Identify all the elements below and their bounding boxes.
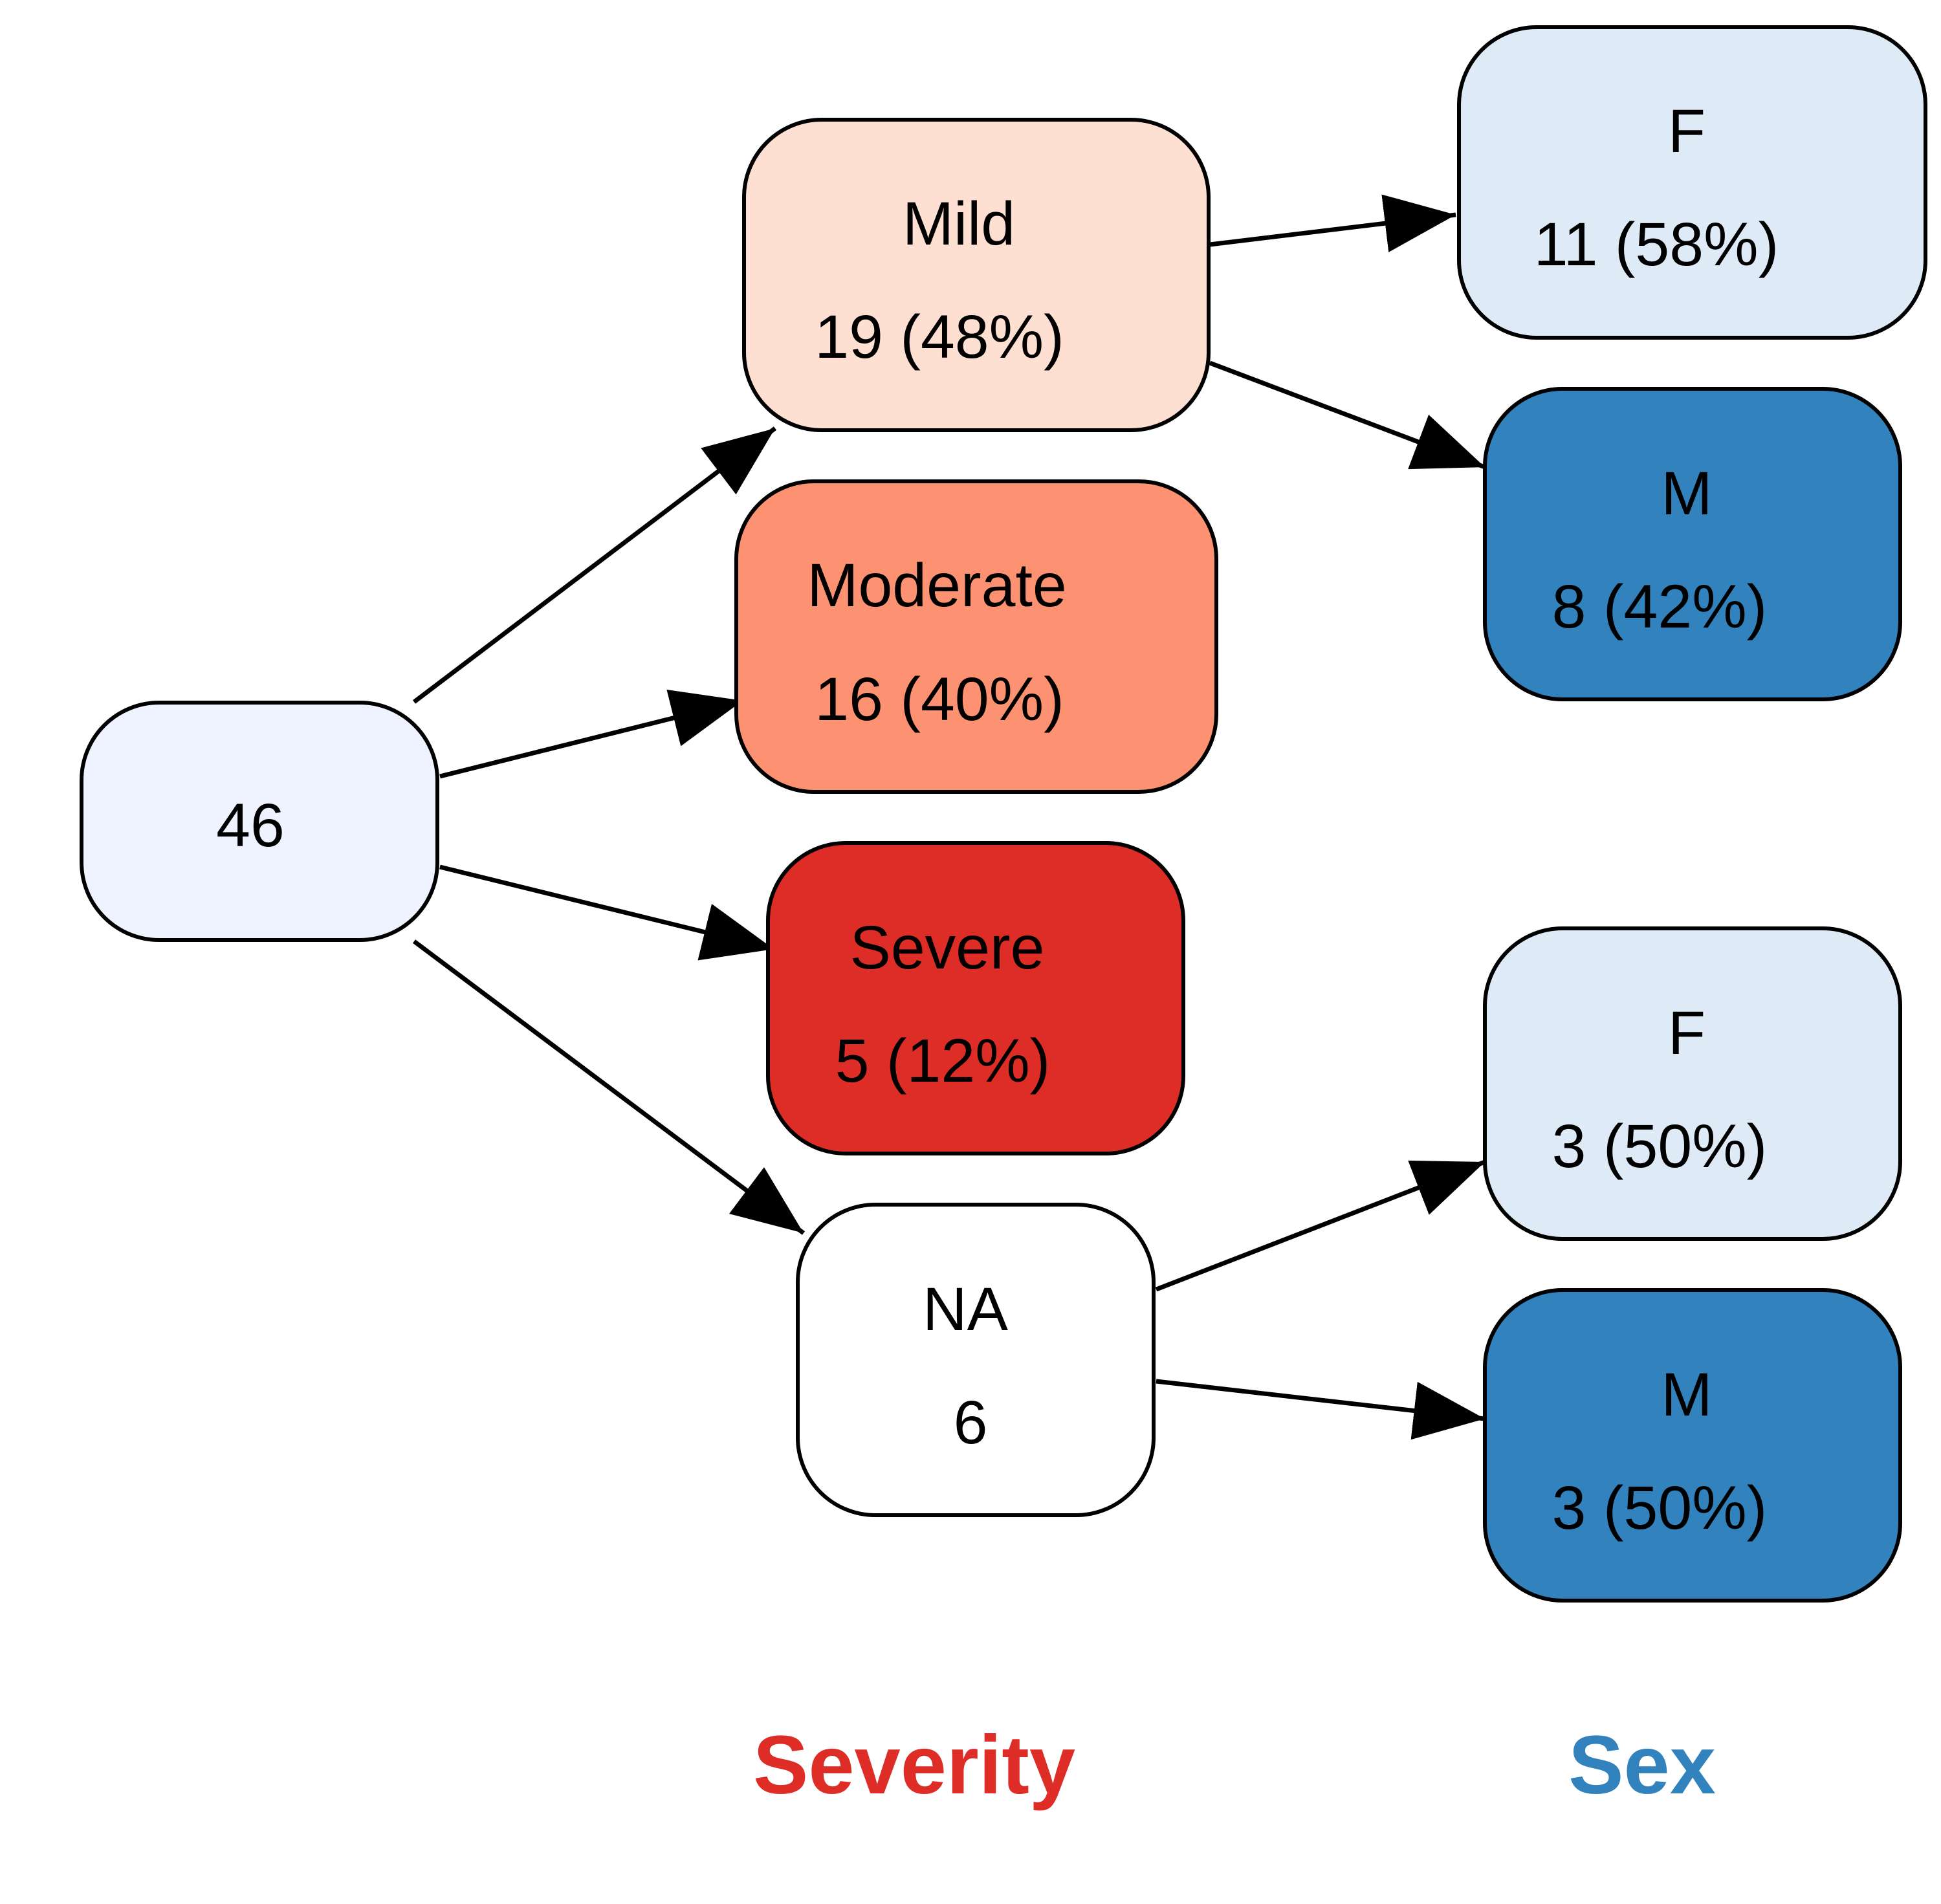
- node-na-female-label: F: [1668, 999, 1705, 1067]
- node-na-count: 6: [954, 1388, 988, 1457]
- edge-na-to-m: [1156, 1379, 1486, 1440]
- node-na-female-box: [1483, 926, 1902, 1241]
- node-mild-count: 19 (48%): [815, 303, 1064, 371]
- edge-root-to-mild: [412, 426, 777, 704]
- node-na-box: [796, 1203, 1156, 1517]
- node-mild-female-count: 11 (58%): [1534, 210, 1779, 279]
- node-mild-male-label: M: [1661, 459, 1712, 528]
- node-na-female: F 3 (50%): [1483, 926, 1902, 1241]
- node-mild-box: [742, 118, 1211, 432]
- node-na-male-box: [1483, 1288, 1902, 1603]
- edge-na-to-f: [1155, 1159, 1486, 1292]
- node-mild-male: M 8 (42%): [1483, 387, 1902, 701]
- edges: [412, 194, 1486, 1440]
- column-label-severity: Severity: [753, 1719, 1075, 1811]
- node-moderate: Moderate 16 (40%): [734, 479, 1218, 794]
- node-severe-label: Severe: [850, 914, 1044, 982]
- node-moderate-label: Moderate: [807, 551, 1066, 620]
- node-mild-female: F 11 (58%): [1457, 25, 1927, 340]
- edge-mild-to-m: [1209, 360, 1486, 470]
- node-moderate-box: [734, 479, 1218, 794]
- node-severe-count: 5 (12%): [835, 1027, 1051, 1095]
- edge-root-to-severe: [439, 864, 774, 961]
- node-na-label: NA: [923, 1275, 1009, 1344]
- node-na: NA 6: [796, 1203, 1156, 1517]
- node-mild: Mild 19 (48%): [742, 118, 1211, 432]
- node-severe-box: [766, 841, 1185, 1155]
- edge-root-to-na: [412, 939, 806, 1235]
- node-total: 46: [80, 701, 439, 942]
- node-na-male-label: M: [1661, 1361, 1712, 1429]
- node-total-count: 46: [216, 791, 285, 860]
- column-label-sex: Sex: [1568, 1719, 1716, 1811]
- node-severe: Severe 5 (12%): [766, 841, 1185, 1155]
- node-na-male-count: 3 (50%): [1552, 1474, 1768, 1542]
- node-total-box: [80, 701, 439, 942]
- edge-root-to-moderate: [439, 690, 743, 779]
- node-mild-male-box: [1483, 387, 1902, 701]
- node-mild-label: Mild: [903, 190, 1015, 258]
- node-na-female-count: 3 (50%): [1552, 1112, 1768, 1181]
- node-mild-female-box: [1457, 25, 1927, 340]
- node-na-male: M 3 (50%): [1483, 1288, 1902, 1603]
- node-moderate-count: 16 (40%): [815, 665, 1064, 734]
- node-mild-male-count: 8 (42%): [1552, 573, 1768, 641]
- node-mild-female-label: F: [1668, 97, 1705, 166]
- edge-mild-to-f: [1209, 194, 1456, 252]
